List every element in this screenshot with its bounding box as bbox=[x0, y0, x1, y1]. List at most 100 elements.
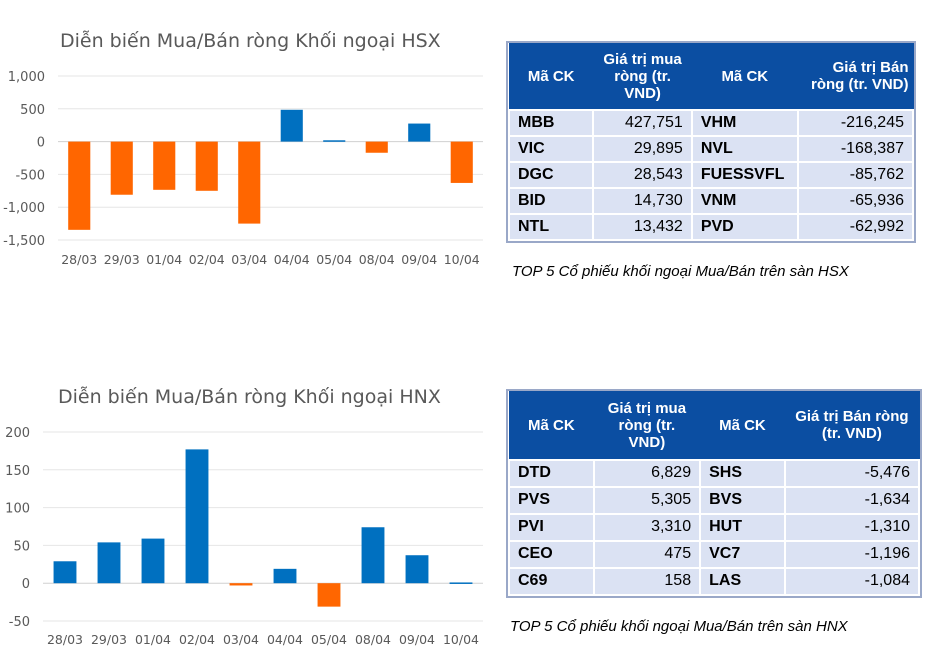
header-net-sell: Giá trị Bán ròng (tr. VND) bbox=[784, 391, 920, 460]
stock-code: VHM bbox=[690, 108, 799, 137]
header-net-sell: Giá trị Bán ròng (tr. VND) bbox=[797, 43, 914, 110]
bar bbox=[153, 141, 176, 190]
net-value: 29,895 bbox=[592, 134, 693, 163]
x-tick-label: 29/03 bbox=[104, 252, 140, 267]
header-net-buy: Giá trị mua ròng (tr. VND) bbox=[593, 391, 701, 460]
hnx-table-caption: TOP 5 Cổ phiếu khối ngoại Mua/Bán trên s… bbox=[510, 618, 848, 635]
stock-code: BVS bbox=[699, 485, 786, 515]
y-tick-label: -1,500 bbox=[3, 234, 45, 249]
bar bbox=[185, 449, 209, 584]
y-tick-label: 200 bbox=[5, 426, 30, 441]
x-tick-label: 03/04 bbox=[231, 252, 267, 267]
header-code-buy: Mã CK bbox=[508, 43, 594, 110]
header-net-buy: Giá trị mua ròng (tr. VND) bbox=[592, 43, 693, 110]
table-row: PVS 5,305 BVS -1,634 bbox=[508, 485, 921, 515]
y-tick-label: 150 bbox=[5, 464, 30, 479]
bar bbox=[323, 140, 346, 142]
table-row: PVI 3,310 HUT -1,310 bbox=[508, 512, 921, 542]
bar bbox=[450, 141, 473, 183]
net-value: -62,992 bbox=[796, 212, 915, 241]
y-tick-label: -50 bbox=[9, 615, 30, 630]
bar bbox=[68, 141, 91, 230]
stock-code: C69 bbox=[508, 566, 595, 596]
y-tick-label: 0 bbox=[37, 136, 45, 151]
net-value: -216,245 bbox=[796, 108, 915, 137]
stock-code: PVI bbox=[508, 512, 595, 542]
x-tick-label: 04/04 bbox=[267, 632, 303, 647]
stock-code: VIC bbox=[507, 134, 595, 163]
header-code-sell: Mã CK bbox=[699, 391, 786, 460]
stock-code: NVL bbox=[690, 134, 799, 163]
x-tick-label: 28/03 bbox=[47, 632, 83, 647]
stock-code: LAS bbox=[699, 566, 786, 596]
net-value: -1,634 bbox=[783, 485, 921, 515]
hnx-chart-title: Diễn biến Mua/Bán ròng Khối ngoại HNX bbox=[58, 386, 441, 408]
x-tick-label: 04/04 bbox=[274, 252, 310, 267]
net-value: 6,829 bbox=[592, 458, 702, 488]
hsx-chart-title: Diễn biến Mua/Bán ròng Khối ngoại HSX bbox=[60, 30, 441, 52]
hsx-top5-table: Mã CK Giá trị mua ròng (tr. VND) Mã CK G… bbox=[506, 41, 916, 243]
bar bbox=[97, 542, 121, 584]
net-value: 158 bbox=[592, 566, 702, 596]
bar bbox=[405, 555, 429, 584]
net-value: 475 bbox=[592, 539, 702, 569]
stock-code: FUESSVFL bbox=[690, 160, 799, 189]
net-value: 13,432 bbox=[592, 212, 693, 241]
stock-code: MBB bbox=[507, 108, 595, 137]
net-value: 14,730 bbox=[592, 186, 693, 215]
x-tick-label: 01/04 bbox=[135, 632, 171, 647]
y-tick-label: 0 bbox=[22, 577, 30, 592]
y-tick-label: 50 bbox=[13, 539, 30, 554]
x-tick-label: 29/03 bbox=[91, 632, 127, 647]
bar bbox=[280, 109, 303, 142]
y-tick-label: 500 bbox=[20, 103, 45, 118]
table-row: DGC 28,543 FUESSVFL -85,762 bbox=[507, 160, 915, 189]
net-value: -85,762 bbox=[796, 160, 915, 189]
bar bbox=[317, 583, 341, 607]
bar bbox=[53, 561, 77, 584]
x-tick-label: 03/04 bbox=[223, 632, 259, 647]
x-tick-label: 02/04 bbox=[179, 632, 215, 647]
hsx-table-caption: TOP 5 Cổ phiếu khối ngoại Mua/Bán trên s… bbox=[512, 263, 849, 280]
net-value: -1,310 bbox=[783, 512, 921, 542]
y-tick-label: -1,000 bbox=[3, 201, 45, 216]
y-tick-label: 100 bbox=[5, 502, 30, 517]
bar bbox=[273, 568, 297, 584]
table-row: NTL 13,432 PVD -62,992 bbox=[507, 212, 915, 241]
stock-code: DGC bbox=[507, 160, 595, 189]
bar bbox=[408, 123, 431, 142]
y-tick-label: 1,000 bbox=[8, 70, 45, 85]
net-value: -5,476 bbox=[783, 458, 921, 488]
x-tick-label: 10/04 bbox=[444, 252, 480, 267]
net-value: 28,543 bbox=[592, 160, 693, 189]
x-tick-label: 05/04 bbox=[316, 252, 352, 267]
bar bbox=[449, 582, 473, 584]
stock-code: VC7 bbox=[699, 539, 786, 569]
table-row: C69 158 LAS -1,084 bbox=[508, 566, 921, 596]
net-value: -65,936 bbox=[796, 186, 915, 215]
table-row: MBB 427,751 VHM -216,245 bbox=[507, 108, 915, 137]
x-tick-label: 08/04 bbox=[359, 252, 395, 267]
net-value: -1,084 bbox=[783, 566, 921, 596]
stock-code: CEO bbox=[508, 539, 595, 569]
bar bbox=[229, 583, 253, 586]
table-row: BID 14,730 VNM -65,936 bbox=[507, 186, 915, 215]
x-tick-label: 02/04 bbox=[189, 252, 225, 267]
bar bbox=[110, 141, 133, 195]
stock-code: HUT bbox=[699, 512, 786, 542]
bar bbox=[361, 527, 385, 584]
table-row: CEO 475 VC7 -1,196 bbox=[508, 539, 921, 569]
x-tick-label: 01/04 bbox=[146, 252, 182, 267]
header-code-sell: Mã CK bbox=[691, 43, 799, 110]
x-tick-label: 09/04 bbox=[401, 252, 437, 267]
x-tick-label: 28/03 bbox=[61, 252, 97, 267]
table-row: DTD 6,829 SHS -5,476 bbox=[508, 458, 921, 488]
stock-code: DTD bbox=[508, 458, 595, 488]
stock-code: SHS bbox=[699, 458, 786, 488]
table-row: VIC 29,895 NVL -168,387 bbox=[507, 134, 915, 163]
header-code-buy: Mã CK bbox=[508, 391, 595, 460]
stock-code: PVD bbox=[690, 212, 799, 241]
net-value: 3,310 bbox=[592, 512, 702, 542]
stock-code: PVS bbox=[508, 485, 595, 515]
net-value: -168,387 bbox=[796, 134, 915, 163]
